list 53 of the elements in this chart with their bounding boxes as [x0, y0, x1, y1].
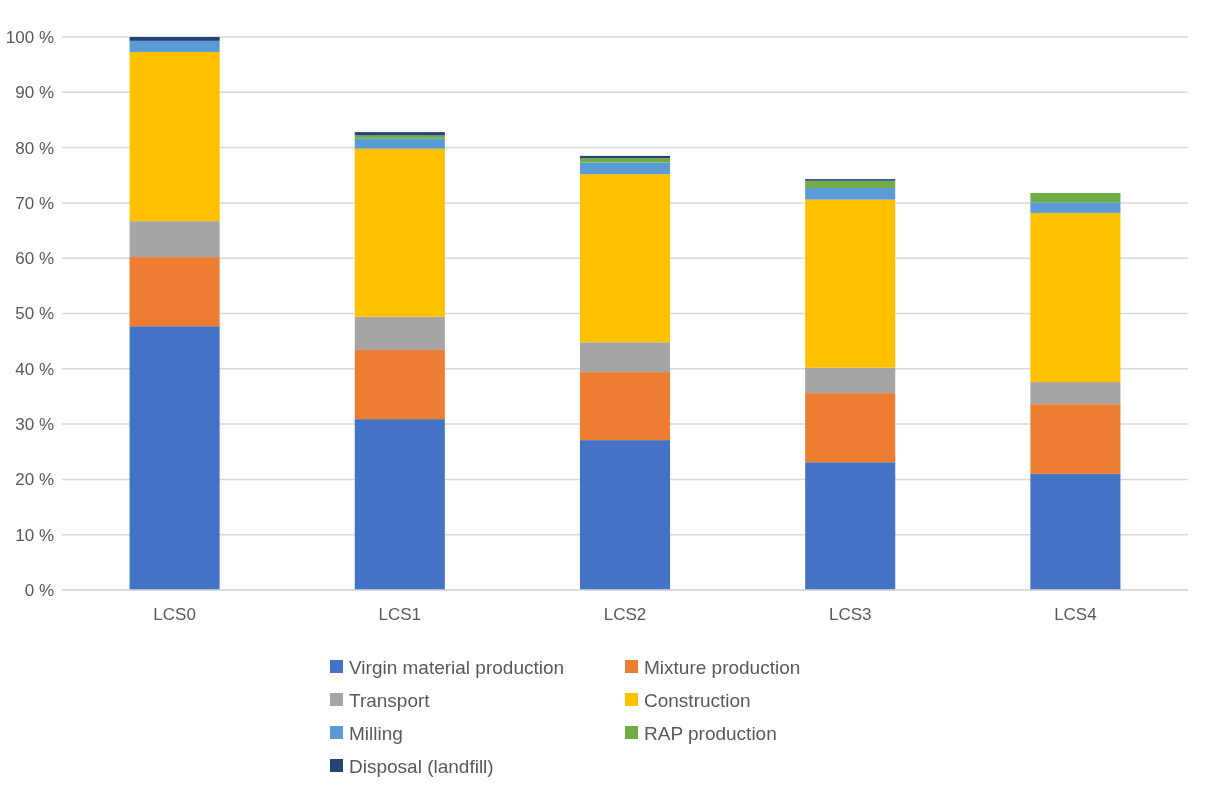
legend-label: Transport — [349, 689, 431, 711]
legend-label: Mixture production — [644, 656, 801, 678]
x-tick-label: LCS0 — [153, 605, 196, 624]
legend-label: RAP production — [644, 722, 777, 744]
bar — [579, 372, 671, 441]
x-tick-label: LCS1 — [378, 605, 422, 624]
y-tick-label: 90 % — [15, 83, 54, 103]
bar — [805, 462, 896, 590]
bar — [129, 257, 220, 327]
legend-label: Milling — [349, 722, 403, 744]
bar — [1030, 404, 1121, 474]
x-tick-label: LCS2 — [603, 605, 647, 624]
bar — [129, 326, 220, 590]
y-tick-label: 80 % — [15, 138, 54, 158]
bar — [1030, 382, 1121, 405]
bar — [354, 138, 445, 149]
bar — [579, 440, 671, 590]
y-tick-label: 40 % — [15, 359, 54, 379]
y-tick-label: 60 % — [15, 249, 54, 269]
y-tick-label: 100 % — [5, 27, 54, 47]
y-tick-label: 70 % — [15, 193, 54, 213]
y-tick-label: 20 % — [15, 470, 54, 490]
bar — [1030, 202, 1121, 213]
bar — [579, 174, 671, 343]
bar — [354, 350, 445, 420]
x-tick-label: LCS3 — [828, 605, 872, 624]
y-tick-label: 30 % — [15, 415, 54, 435]
y-tick-label: 50 % — [15, 304, 54, 324]
x-tick-label: LCS4 — [1054, 605, 1097, 624]
bar — [1030, 473, 1121, 590]
y-tick-label: 0 % — [24, 580, 54, 600]
bar — [805, 180, 896, 188]
legend-label: Construction — [644, 689, 751, 711]
bar — [354, 148, 445, 317]
bar — [1030, 212, 1121, 383]
bar — [579, 342, 671, 373]
bar — [1030, 192, 1121, 203]
bar — [805, 199, 896, 368]
bar — [129, 37, 220, 41]
bar — [354, 419, 445, 590]
bar — [354, 316, 445, 350]
legend-label: Virgin material production — [349, 656, 565, 678]
bar — [129, 40, 220, 52]
bar — [579, 155, 671, 159]
bar — [805, 393, 896, 463]
bar — [805, 187, 896, 200]
legend-label: Disposal (landfill) — [349, 755, 494, 777]
bar — [805, 367, 896, 394]
bar — [129, 51, 220, 222]
bar — [129, 221, 220, 258]
y-tick-label: 10 % — [15, 525, 54, 545]
bar — [579, 158, 671, 163]
bar — [579, 162, 671, 175]
